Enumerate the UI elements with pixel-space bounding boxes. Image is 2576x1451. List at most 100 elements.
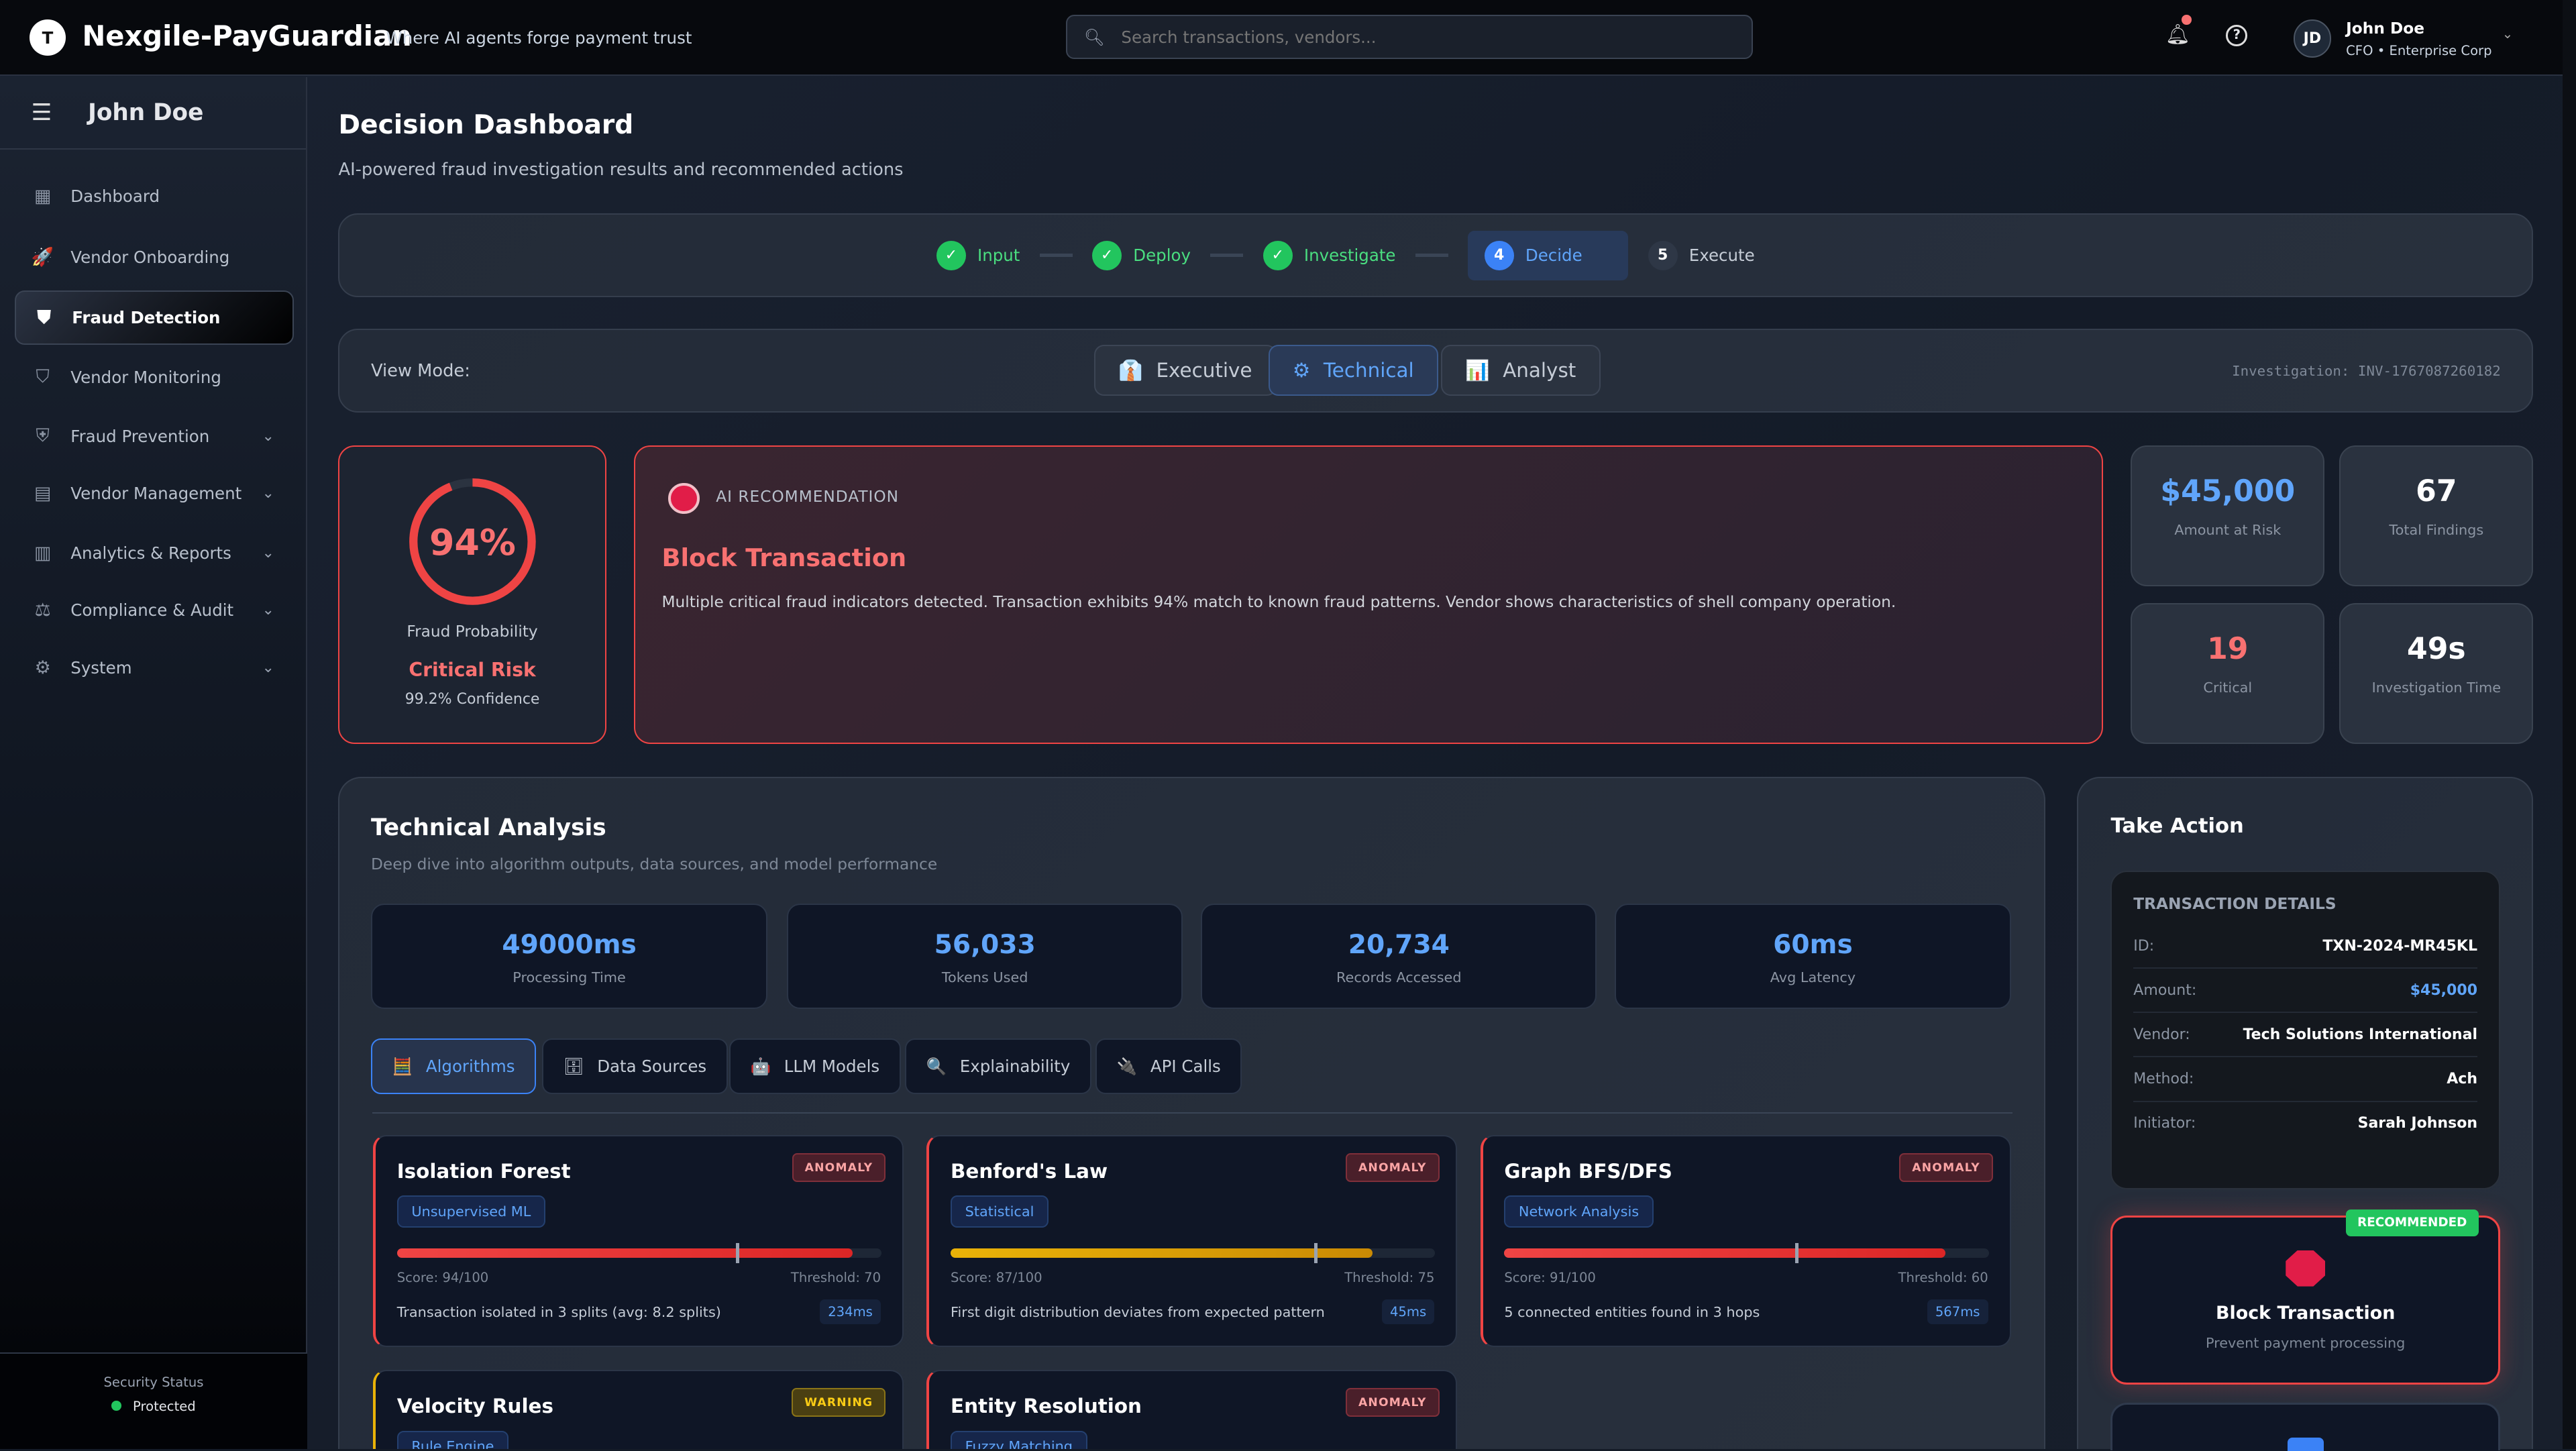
sidebar-item-system[interactable]: ⚙ System ⌄	[15, 641, 294, 695]
block-title: Block Transaction	[2215, 1303, 2396, 1324]
chevron-down-icon[interactable]: ⌄	[262, 659, 274, 676]
step-decide[interactable]: 4 Decide	[1468, 231, 1629, 280]
detail-row: Method: Ach	[2133, 1057, 2478, 1102]
metric-card: 56,033 Tokens Used	[787, 903, 1183, 1009]
score-fill	[951, 1248, 1373, 1258]
tab-explainability[interactable]: 🔍 Explainability	[905, 1038, 1091, 1094]
avatar[interactable]: JD	[2293, 19, 2332, 58]
view-label: Technical	[1323, 359, 1414, 382]
tab-algorithms[interactable]: 🧮 Algorithms	[371, 1038, 536, 1094]
chevron-down-icon[interactable]: ⌄	[2502, 26, 2514, 42]
stat-label: Investigation Time	[2371, 679, 2502, 696]
transaction-details: TRANSACTION DETAILS ID: TXN-2024-MR45KL Am…	[2110, 870, 2500, 1189]
metric-value: 60ms	[1773, 929, 1853, 960]
detail-key: Initiator:	[2133, 1115, 2196, 1132]
help-icon[interactable]: ?	[2226, 24, 2248, 46]
detail-key: ID:	[2133, 937, 2155, 955]
detail-value: TXN-2024-MR45KL	[2322, 937, 2478, 955]
dashboard-icon: ▦	[34, 186, 52, 207]
tab-data-sources[interactable]: 🗄 Data Sources	[542, 1038, 728, 1094]
step-input[interactable]: ✓ Input	[936, 240, 1020, 270]
metric-value: 49000ms	[502, 929, 637, 960]
fraud-percent: 94%	[429, 521, 516, 563]
security-value: Protected	[133, 1398, 196, 1414]
tab-label: Explainability	[959, 1056, 1071, 1076]
block-transaction-button[interactable]: RECOMMENDED Block Transaction Prevent pa…	[2110, 1209, 2500, 1385]
chart-icon: ▥	[34, 542, 52, 563]
threshold-marker	[1313, 1243, 1318, 1263]
sidebar-item-analytics-reports[interactable]: ▥ Analytics & Reports ⌄	[15, 526, 294, 580]
chevron-down-icon[interactable]: ⌄	[262, 427, 274, 445]
fraud-probability-card: 94% Fraud Probability Critical Risk 99.2…	[338, 445, 606, 745]
metric-card: 60ms Avg Latency	[1615, 903, 2011, 1009]
chevron-down-icon[interactable]: ⌄	[262, 602, 274, 619]
search-box[interactable]: 🔍︎	[1066, 15, 1754, 60]
tab-api-calls[interactable]: 🔌 API Calls	[1095, 1038, 1242, 1094]
metric-label: Processing Time	[513, 969, 626, 986]
tab-label: Data Sources	[597, 1056, 707, 1076]
algorithm-name: Benford's Law	[951, 1159, 1108, 1183]
tab-icon: 🔍	[926, 1056, 947, 1076]
algorithm-name: Graph BFS/DFS	[1504, 1159, 1672, 1183]
sidebar-item-fraud-detection[interactable]: ⛊ Fraud Detection	[15, 290, 294, 345]
chevron-down-icon[interactable]: ⌄	[262, 544, 274, 561]
tab-llm-models[interactable]: 🤖 LLM Models	[729, 1038, 901, 1094]
algorithm-card[interactable]: Benford's Law ANOMALY Statistical Score: 87…	[926, 1135, 1458, 1348]
detail-key: Vendor:	[2133, 1026, 2190, 1043]
bell-icon[interactable]: 🔔︎	[2165, 23, 2191, 46]
sidebar-item-compliance-audit[interactable]: ⚖ Compliance & Audit ⌄	[15, 583, 294, 637]
algorithm-card[interactable]: Isolation Forest ANOMALY Unsupervised ML Sc…	[372, 1135, 904, 1348]
step-label: Investigate	[1303, 246, 1396, 266]
sidebar-item-vendor-monitoring[interactable]: ⛉ Vendor Monitoring	[15, 350, 294, 405]
view-label: Analyst	[1503, 359, 1576, 382]
risk-level: Critical Risk	[409, 658, 536, 681]
score-fill	[396, 1248, 853, 1258]
step-execute[interactable]: 5 Execute	[1648, 240, 1755, 270]
shield-half-icon: ⛉	[36, 366, 50, 388]
view-technical-button[interactable]: ⚙ Technical	[1268, 345, 1438, 396]
step-current-icon: 4	[1484, 240, 1514, 270]
stat-label: Total Findings	[2389, 521, 2484, 538]
algorithm-card[interactable]: Velocity Rules WARNING Rule Engine	[372, 1370, 904, 1449]
view-executive-button[interactable]: 👔 Executive	[1094, 345, 1277, 396]
score-label: Score: 87/100	[951, 1269, 1042, 1285]
fraud-label: Fraud Probability	[407, 622, 538, 641]
divider	[372, 1112, 2012, 1114]
sidebar-item-label: Fraud Detection	[72, 308, 221, 328]
user-role: CFO • Enterprise Corp	[2346, 42, 2492, 58]
detail-value: Tech Solutions International	[2243, 1026, 2478, 1043]
sidebar-item-vendor-onboarding[interactable]: 🚀 Vendor Onboarding	[15, 230, 294, 284]
scrollbar[interactable]	[2563, 0, 2576, 1449]
search-input[interactable]	[1121, 27, 1713, 47]
details-title: TRANSACTION DETAILS	[2133, 894, 2337, 913]
algorithm-name: Isolation Forest	[396, 1159, 571, 1183]
detail-row: ID: TXN-2024-MR45KL	[2133, 924, 2478, 969]
recommended-badge: RECOMMENDED	[2345, 1209, 2479, 1237]
metric-card: 20,734 Records Accessed	[1201, 903, 1597, 1009]
status-badge: ANOMALY	[792, 1152, 886, 1183]
rocket-icon: 🚀	[31, 247, 54, 268]
sidebar-item-vendor-management[interactable]: ▤ Vendor Management ⌄	[15, 467, 294, 521]
tab-icon: 🧮	[392, 1056, 413, 1076]
sidebar-item-label: Vendor Onboarding	[70, 247, 230, 267]
secondary-action-button[interactable]	[2110, 1402, 2500, 1451]
collapse-menu-icon[interactable]: ☰	[31, 99, 52, 126]
view-analyst-button[interactable]: 📊 Analyst	[1440, 345, 1601, 396]
step-investigate[interactable]: ✓ Investigate	[1263, 240, 1396, 270]
stat-value: 19	[2207, 632, 2249, 667]
algorithm-card[interactable]: Entity Resolution ANOMALY Fuzzy Matching	[926, 1370, 1458, 1449]
detail-value: $45,000	[2410, 981, 2478, 999]
step-deploy[interactable]: ✓ Deploy	[1092, 240, 1191, 270]
logo[interactable]: T	[30, 19, 66, 56]
tab-icon: 🤖	[750, 1056, 771, 1076]
stat-card: 67 Total Findings	[2339, 445, 2534, 587]
chevron-down-icon[interactable]: ⌄	[262, 485, 274, 502]
sidebar-item-fraud-prevention[interactable]: ⛨ Fraud Prevention ⌄	[15, 409, 294, 464]
user-name: John Doe	[2346, 19, 2425, 38]
metric-value: 20,734	[1348, 929, 1450, 960]
recommendation-kicker: AI RECOMMENDATION	[716, 487, 900, 506]
security-status: Security Status Protected	[0, 1352, 307, 1449]
algorithm-card[interactable]: Graph BFS/DFS ANOMALY Network Analysis Scor…	[1480, 1135, 2011, 1348]
metric-card: 49000ms Processing Time	[371, 903, 767, 1009]
sidebar-item-dashboard[interactable]: ▦ Dashboard	[15, 169, 294, 223]
